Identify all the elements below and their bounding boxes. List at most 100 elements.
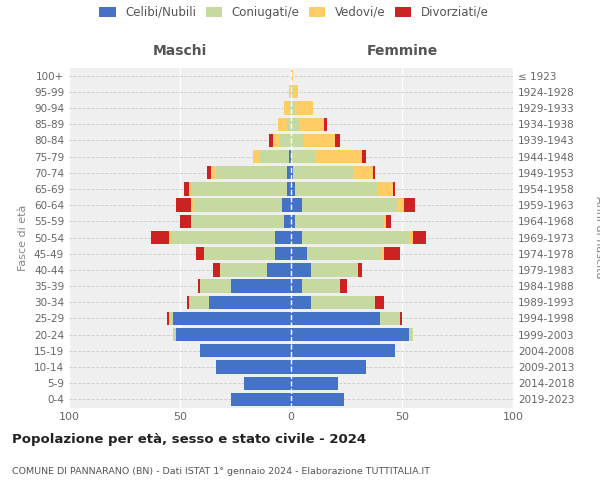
Bar <box>289 85 291 98</box>
Bar <box>171 231 275 244</box>
Bar <box>187 296 189 309</box>
Bar <box>353 166 373 179</box>
Bar <box>291 150 316 163</box>
Bar <box>307 247 382 260</box>
Bar <box>244 376 291 390</box>
Bar <box>316 150 362 163</box>
Bar <box>287 182 291 196</box>
Bar <box>215 166 287 179</box>
Bar <box>373 166 376 179</box>
Bar <box>384 214 386 228</box>
Bar <box>291 69 293 82</box>
Bar <box>300 118 325 131</box>
Bar <box>393 182 395 196</box>
Text: Femmine: Femmine <box>367 44 437 58</box>
Bar <box>291 393 344 406</box>
Bar <box>169 312 173 325</box>
Bar <box>413 231 427 244</box>
Bar <box>191 198 193 212</box>
Bar <box>282 198 291 212</box>
Bar <box>284 214 291 228</box>
Bar <box>304 134 335 147</box>
Bar <box>275 247 291 260</box>
Bar <box>384 247 400 260</box>
Bar <box>215 360 291 374</box>
Bar <box>358 263 362 276</box>
Bar <box>291 328 409 342</box>
Bar <box>280 134 291 147</box>
Bar <box>151 231 169 244</box>
Bar <box>409 231 413 244</box>
Bar <box>200 344 291 358</box>
Bar <box>260 150 289 163</box>
Bar <box>380 312 400 325</box>
Bar <box>198 280 200 292</box>
Bar <box>284 102 289 114</box>
Bar <box>291 280 302 292</box>
Bar <box>205 247 275 260</box>
Bar <box>340 280 347 292</box>
Legend: Celibi/Nubili, Coniugati/e, Vedovi/e, Divorziati/e: Celibi/Nubili, Coniugati/e, Vedovi/e, Di… <box>99 6 489 19</box>
Bar <box>231 393 291 406</box>
Bar <box>176 328 291 342</box>
Bar <box>291 247 307 260</box>
Bar <box>220 263 266 276</box>
Bar <box>206 166 211 179</box>
Bar <box>289 102 291 114</box>
Bar <box>200 280 231 292</box>
Bar <box>211 166 215 179</box>
Bar <box>295 214 384 228</box>
Bar <box>335 134 340 147</box>
Bar <box>325 118 326 131</box>
Bar <box>176 198 191 212</box>
Bar <box>311 296 376 309</box>
Bar <box>302 280 340 292</box>
Bar <box>404 198 415 212</box>
Text: Popolazione per età, sesso e stato civile - 2024: Popolazione per età, sesso e stato civil… <box>12 432 366 446</box>
Bar <box>269 134 273 147</box>
Bar <box>291 376 338 390</box>
Bar <box>193 198 282 212</box>
Bar <box>295 102 313 114</box>
Bar <box>291 102 295 114</box>
Bar <box>291 231 302 244</box>
Bar <box>377 182 393 196</box>
Bar <box>295 182 377 196</box>
Bar <box>291 198 302 212</box>
Bar <box>266 263 291 276</box>
Bar <box>291 214 295 228</box>
Bar <box>287 118 291 131</box>
Bar <box>191 182 287 196</box>
Bar <box>291 85 293 98</box>
Bar <box>214 263 220 276</box>
Bar <box>275 231 291 244</box>
Bar <box>291 360 367 374</box>
Bar <box>278 118 287 131</box>
Bar <box>291 296 311 309</box>
Bar <box>409 328 413 342</box>
Bar <box>209 296 291 309</box>
Bar <box>386 214 391 228</box>
Bar <box>167 312 169 325</box>
Bar <box>291 182 295 196</box>
Bar <box>189 296 209 309</box>
Bar <box>376 296 384 309</box>
Bar <box>173 328 176 342</box>
Bar <box>169 231 171 244</box>
Bar <box>291 263 311 276</box>
Bar <box>196 247 205 260</box>
Bar <box>400 312 402 325</box>
Bar <box>291 312 380 325</box>
Bar <box>231 280 291 292</box>
Text: Maschi: Maschi <box>153 44 207 58</box>
Bar <box>293 85 298 98</box>
Bar <box>293 166 353 179</box>
Bar <box>398 198 404 212</box>
Bar <box>173 312 291 325</box>
Bar <box>291 118 300 131</box>
Bar <box>191 214 284 228</box>
Bar <box>253 150 260 163</box>
Y-axis label: Fasce di età: Fasce di età <box>19 204 28 270</box>
Bar <box>189 182 191 196</box>
Bar <box>273 134 280 147</box>
